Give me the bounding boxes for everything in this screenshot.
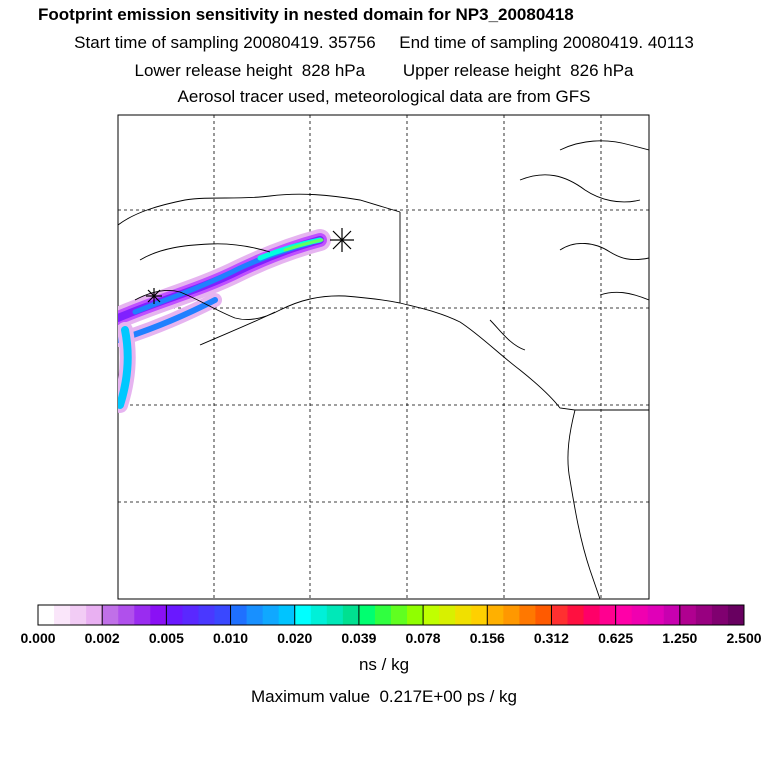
plume-band (283, 238, 324, 252)
colorbar-tick-label: 0.020 (277, 630, 313, 646)
colorbar-tick-label: 0.078 (405, 630, 441, 646)
release-height-line: Lower release height 828 hPa Upper relea… (134, 61, 634, 80)
colorbar-tick-label: 0.000 (20, 630, 56, 646)
colorbar-tick-label: 0.312 (533, 630, 569, 646)
colorbar-tick-label: 0.156 (469, 630, 505, 646)
colorbar-tick-label: 0.039 (341, 630, 377, 646)
arctic-island (519, 174, 641, 203)
colorbar-tick-label: 2.500 (726, 630, 762, 646)
arctic-coast (118, 193, 401, 226)
colorbar-tick-label: 0.002 (84, 630, 120, 646)
colorbar-tick-label: 0.010 (213, 630, 249, 646)
colorbar-tick-label: 0.005 (148, 630, 184, 646)
star-icon (146, 288, 162, 304)
hudson-coast (559, 243, 649, 261)
fjord-coast (489, 319, 526, 351)
peninsula-coast (199, 311, 276, 346)
emission-plume (118, 229, 331, 413)
plot-title: Footprint emission sensitivity in nested… (38, 5, 574, 24)
map-panel (117, 114, 650, 600)
map-frame (117, 114, 650, 600)
plume-band (118, 326, 132, 409)
alaska-south-coast (134, 289, 401, 321)
arctic-island (559, 140, 649, 151)
tracer-info-line: Aerosol tracer used, meteorological data… (177, 87, 591, 106)
asterisk-icon (330, 228, 354, 252)
colorbar-tick-label: 1.250 (662, 630, 698, 646)
colorbar-units: ns / kg (358, 655, 410, 674)
graticule (118, 115, 649, 599)
sampling-time-line: Start time of sampling 20080419. 35756 E… (74, 33, 694, 52)
colorbar-tick-label: 0.625 (598, 630, 634, 646)
maximum-value-note: Maximum value 0.217E+00 ps / kg (251, 687, 517, 706)
seward-coast (139, 243, 271, 261)
pacific-coast (399, 302, 601, 599)
hudson-coast (599, 291, 649, 301)
coastlines (118, 140, 649, 599)
